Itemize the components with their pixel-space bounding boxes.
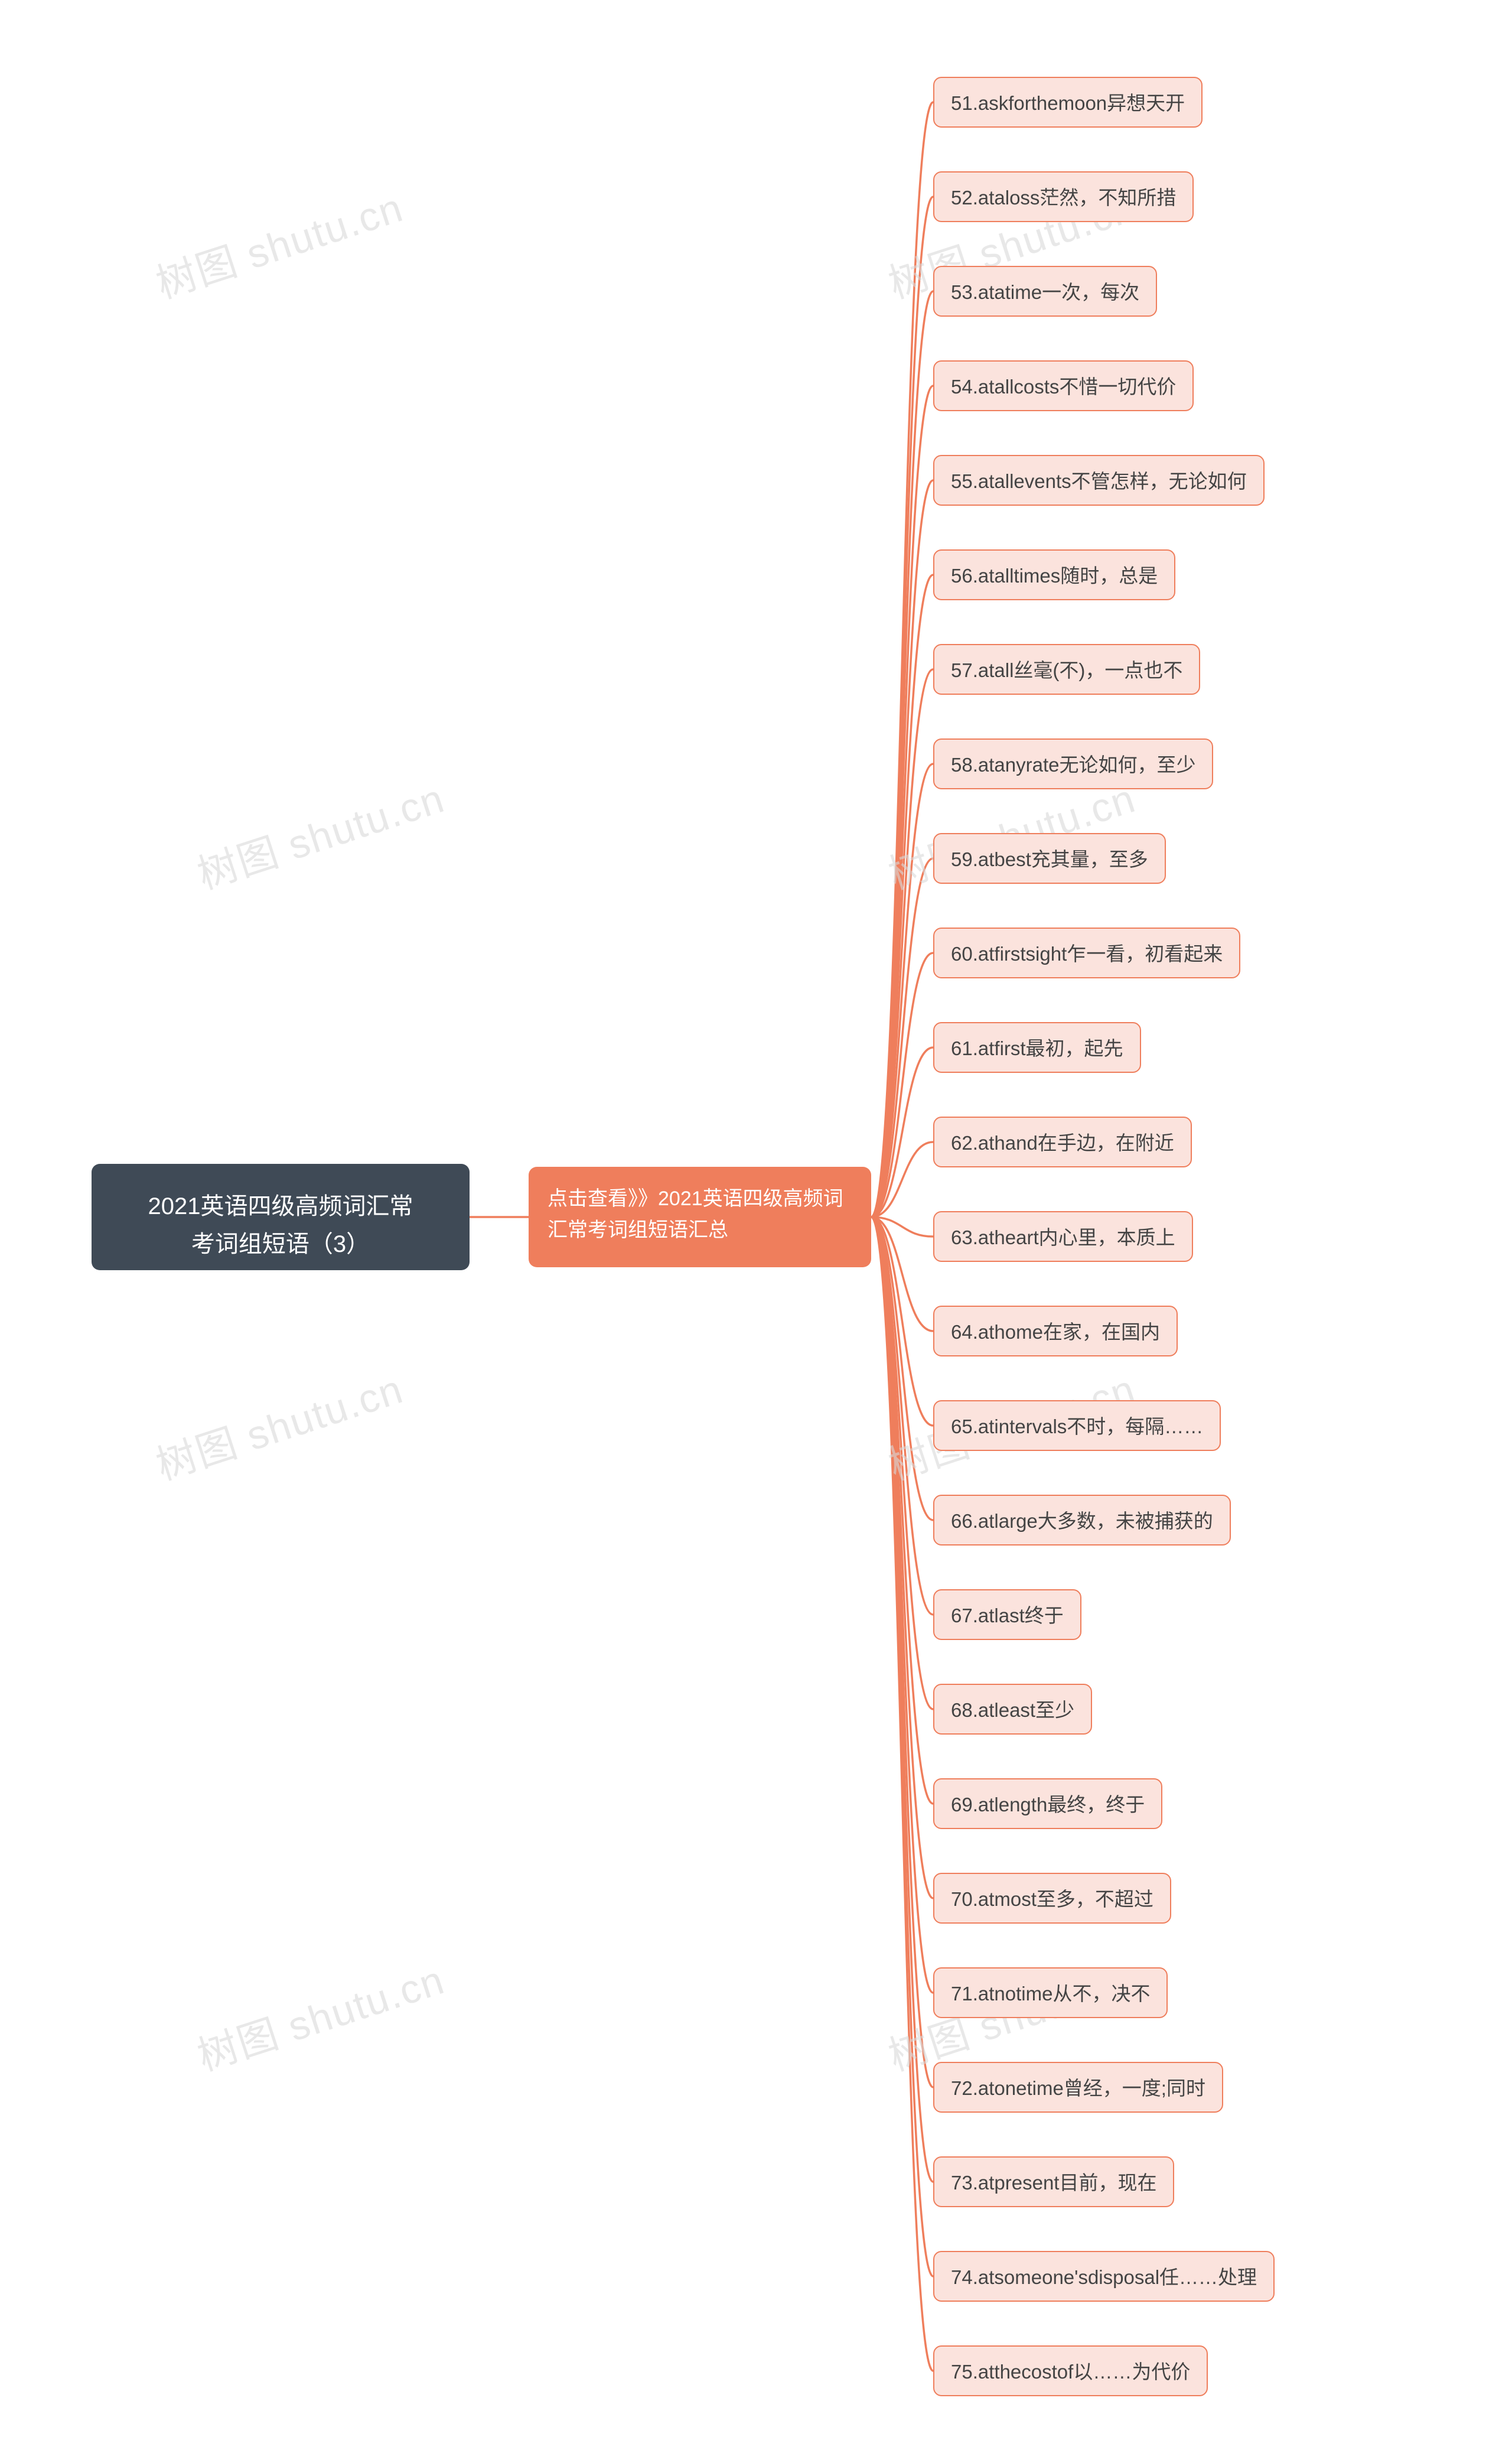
leaf-node[interactable]: 61.atfirst最初，起先 [933, 1022, 1141, 1073]
watermark: 树图 shutu.cn [189, 1947, 451, 2082]
leaf-label: 73.atpresent目前，现在 [951, 2172, 1156, 2194]
leaf-label: 71.atnotime从不，决不 [951, 1983, 1150, 2005]
leaf-label: 70.atmost至多，不超过 [951, 1888, 1153, 1910]
leaf-node[interactable]: 71.atnotime从不，决不 [933, 1967, 1168, 2018]
leaf-node[interactable]: 62.athand在手边，在附近 [933, 1117, 1192, 1167]
leaf-node[interactable]: 69.atlength最终，终于 [933, 1778, 1162, 1829]
leaf-node[interactable]: 70.atmost至多，不超过 [933, 1873, 1171, 1924]
leaf-node[interactable]: 53.atatime一次，每次 [933, 266, 1157, 317]
leaf-label: 53.atatime一次，每次 [951, 281, 1139, 303]
leaf-label: 57.atall丝毫(不)，一点也不 [951, 659, 1182, 681]
leaf-node[interactable]: 72.atonetime曾经，一度;同时 [933, 2062, 1223, 2113]
leaf-node[interactable]: 67.atlast终于 [933, 1589, 1081, 1640]
leaf-label: 54.atallcosts不惜一切代价 [951, 376, 1176, 398]
root-node[interactable]: 2021英语四级高频词汇常 考词组短语（3） [92, 1164, 470, 1270]
leaf-label: 55.atallevents不管怎样，无论如何 [951, 470, 1247, 492]
leaf-node[interactable]: 51.askforthemoon异想天开 [933, 77, 1203, 128]
leaf-node[interactable]: 66.atlarge大多数，未被捕获的 [933, 1495, 1231, 1546]
leaf-node[interactable]: 56.atalltimes随时，总是 [933, 549, 1175, 600]
watermark: 树图 shutu.cn [189, 766, 451, 900]
leaf-node[interactable]: 68.atleast至少 [933, 1684, 1092, 1735]
leaf-label: 59.atbest充其量，至多 [951, 848, 1148, 870]
leaf-label: 68.atleast至少 [951, 1699, 1074, 1721]
leaf-label: 67.atlast终于 [951, 1605, 1064, 1626]
leaf-node[interactable]: 75.atthecostof以……为代价 [933, 2345, 1208, 2396]
leaf-label: 62.athand在手边，在附近 [951, 1132, 1174, 1154]
leaf-node[interactable]: 65.atintervals不时，每隔…… [933, 1400, 1221, 1451]
leaf-label: 65.atintervals不时，每隔…… [951, 1416, 1203, 1437]
leaf-label: 74.atsomeone'sdisposal任……处理 [951, 2266, 1257, 2288]
leaf-label: 61.atfirst最初，起先 [951, 1037, 1123, 1059]
leaf-node[interactable]: 59.atbest充其量，至多 [933, 833, 1166, 884]
leaf-node[interactable]: 64.athome在家，在国内 [933, 1306, 1178, 1356]
leaf-label: 63.atheart内心里，本质上 [951, 1226, 1175, 1248]
leaf-node[interactable]: 74.atsomeone'sdisposal任……处理 [933, 2251, 1275, 2302]
leaf-label: 51.askforthemoon异想天开 [951, 92, 1185, 114]
leaf-label: 75.atthecostof以……为代价 [951, 2361, 1190, 2383]
leaf-node[interactable]: 63.atheart内心里，本质上 [933, 1211, 1193, 1262]
sub-label-line1: 点击查看》》2021英语四级高频词 [548, 1187, 843, 1210]
leaf-node[interactable]: 73.atpresent目前，现在 [933, 2156, 1174, 2207]
leaf-node[interactable]: 52.ataloss茫然，不知所措 [933, 171, 1194, 222]
watermark: 树图 shutu.cn [148, 175, 409, 310]
mindmap-canvas: 树图 shutu.cn 树图 shutu.cn 树图 shutu.cn 树图 s… [0, 0, 1512, 2450]
leaf-label: 72.atonetime曾经，一度;同时 [951, 2077, 1205, 2099]
root-label-line1: 2021英语四级高频词汇常 [148, 1193, 413, 1219]
leaf-node[interactable]: 54.atallcosts不惜一切代价 [933, 360, 1194, 411]
leaf-label: 52.ataloss茫然，不知所措 [951, 187, 1176, 209]
leaf-label: 66.atlarge大多数，未被捕获的 [951, 1510, 1213, 1532]
leaf-label: 69.atlength最终，终于 [951, 1794, 1145, 1815]
leaf-node[interactable]: 60.atfirstsight乍一看，初看起来 [933, 928, 1240, 978]
root-label-line2: 考词组短语（3） [191, 1231, 370, 1257]
leaf-label: 56.atalltimes随时，总是 [951, 565, 1158, 587]
leaf-label: 58.atanyrate无论如何，至少 [951, 754, 1195, 776]
leaf-label: 64.athome在家，在国内 [951, 1321, 1160, 1343]
leaf-node[interactable]: 55.atallevents不管怎样，无论如何 [933, 455, 1265, 506]
leaf-node[interactable]: 57.atall丝毫(不)，一点也不 [933, 644, 1200, 695]
leaf-node[interactable]: 58.atanyrate无论如何，至少 [933, 738, 1213, 789]
watermark: 树图 shutu.cn [148, 1356, 409, 1491]
sub-label-line2: 汇常考词组短语汇总 [548, 1219, 728, 1241]
sub-node[interactable]: 点击查看》》2021英语四级高频词 汇常考词组短语汇总 [529, 1167, 871, 1267]
leaf-label: 60.atfirstsight乍一看，初看起来 [951, 943, 1223, 965]
